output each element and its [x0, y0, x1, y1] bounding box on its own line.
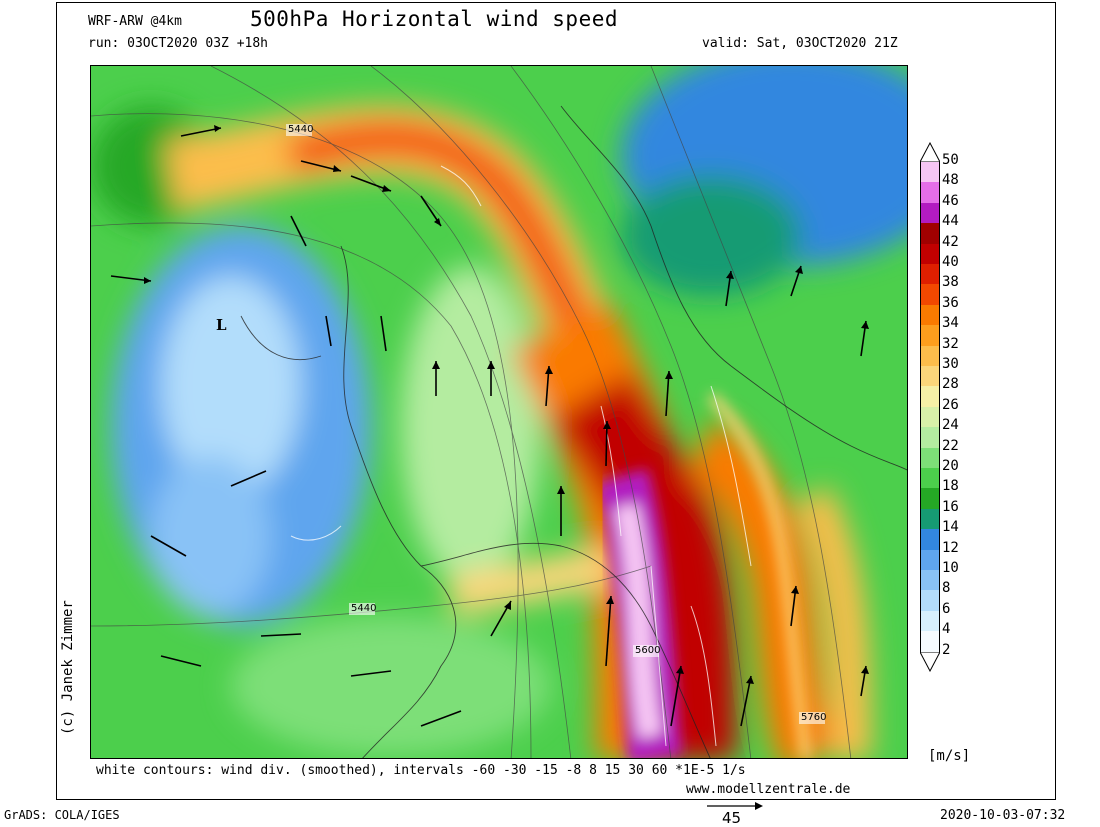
unit-label: [m/s] — [928, 748, 971, 764]
colorbar-tick-label: 48 — [942, 172, 959, 189]
colorbar-swatch — [920, 284, 940, 306]
colorbar-swatch — [920, 223, 940, 245]
run-label: run: 03OCT2020 03Z +18h — [88, 36, 269, 51]
contour-label: 5440 — [351, 603, 377, 614]
colorbar-swatch — [920, 570, 940, 591]
colorbar-tick-label: 4 — [942, 621, 951, 638]
colorbar-tick-label: 14 — [942, 519, 959, 536]
wind-speed-map: L 5440 5440 5600 5760 — [90, 65, 908, 759]
valid-label: valid: Sat, 03OCT2020 21Z — [702, 36, 898, 51]
colorbar-swatch — [920, 590, 940, 612]
colorbar-bottom-cap — [920, 651, 940, 672]
colorbar-tick-label: 38 — [942, 274, 959, 291]
vector-scale-arrow-icon — [707, 802, 763, 810]
colorbar-tick-label: 6 — [942, 600, 951, 617]
colorbar-tick-label: 8 — [942, 580, 951, 597]
author-label: (c) Janek Zimmer — [60, 600, 76, 735]
colorbar-swatch — [920, 264, 940, 285]
colorbar-tick-label: 30 — [942, 356, 959, 372]
colorbar-swatch — [920, 427, 940, 449]
colorbar-swatch — [920, 610, 940, 632]
colorbar-tick-label: 2 — [942, 641, 951, 658]
colorbar-tick-label: 24 — [942, 417, 959, 434]
colorbar-tick-label: 12 — [942, 539, 959, 556]
colorbar-swatch — [920, 202, 940, 224]
colorbar-swatch — [920, 366, 940, 387]
colorbar-tick-label: 42 — [942, 233, 959, 250]
colorbar-swatch — [920, 406, 940, 428]
plot-frame — [56, 2, 1056, 800]
colorbar-swatch — [920, 508, 940, 530]
model-label: WRF-ARW @4km — [88, 14, 182, 29]
colorbar-tick-label: 20 — [942, 458, 959, 474]
colorbar-swatch — [920, 182, 940, 204]
grads-label: GrADS: COLA/IGES — [4, 808, 120, 822]
page-title: 500hPa Horizontal wind speed — [250, 7, 619, 31]
colorbar-swatch — [920, 447, 940, 469]
colorbar-swatch — [920, 631, 940, 653]
timestamp-label: 2020-10-03-07:32 — [940, 808, 1066, 823]
colorbar-tick-label: 50 — [942, 152, 959, 168]
colorbar-tick-label: 18 — [942, 478, 959, 495]
contour-label: 5600 — [635, 645, 661, 656]
colorbar-swatch — [920, 345, 940, 367]
colorbar-tick-label: 46 — [942, 192, 959, 209]
colorbar-tick-label: 26 — [942, 396, 959, 413]
colorbar-tick-label: 22 — [942, 437, 959, 454]
colorbar-swatch — [920, 243, 940, 265]
colorbar-swatch — [920, 386, 940, 408]
colorbar-tick-label: 40 — [942, 254, 959, 270]
colorbar-tick-label: 34 — [942, 315, 959, 332]
colorbar-tick-label: 36 — [942, 294, 959, 311]
colorbar-swatch — [920, 304, 940, 326]
colorbar-swatch — [920, 549, 940, 571]
contours-note: white contours: wind div. (smoothed), in… — [96, 763, 746, 778]
website-label: www.modellzentrale.de — [686, 782, 851, 797]
vector-scale-value: 45 — [722, 809, 742, 827]
colorbar-tick-label: 10 — [942, 560, 959, 576]
colorbar-tick-label: 32 — [942, 335, 959, 352]
colorbar-swatch — [920, 325, 940, 347]
colorbar-swatch — [920, 468, 940, 489]
colorbar-swatch — [920, 529, 940, 551]
colorbar-tick-label: 44 — [942, 213, 959, 230]
contour-label: 5440 — [288, 124, 314, 135]
low-pressure-marker: L — [216, 316, 227, 334]
colorbar-swatch — [920, 488, 940, 510]
colorbar-tick-label: 16 — [942, 498, 959, 515]
colorbar-top-cap — [920, 142, 940, 162]
contour-label: 5760 — [801, 712, 827, 723]
colorbar-swatch — [920, 162, 940, 183]
colorbar-tick-label: 28 — [942, 376, 959, 393]
